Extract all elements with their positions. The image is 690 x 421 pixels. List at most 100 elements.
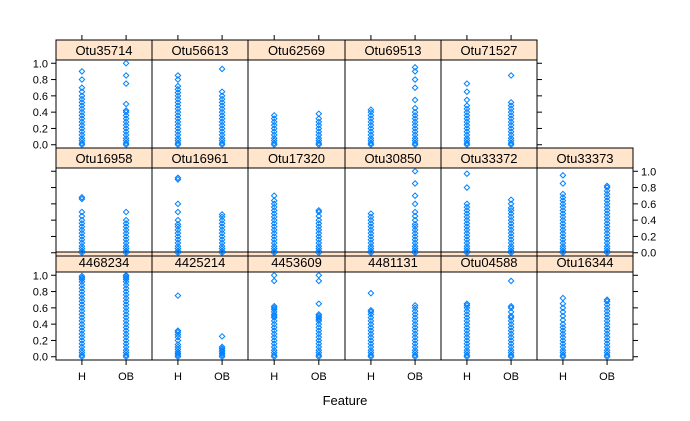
point-Otu16958-OB-7 [122,229,130,237]
point-Otu16344-H-12 [559,316,567,324]
point-Otu16958-H-3 [78,242,86,250]
point-4468234-OB-6 [122,337,130,344]
xtick-label-c2-H: H [174,371,182,383]
point-Otu16961-OB-7 [218,229,226,237]
point-4453609-OB-18 [315,277,323,285]
point-Otu16344-H-11 [559,320,567,328]
point-Otu69513-OB-7 [411,121,419,129]
point-Otu62569-H-9 [270,115,278,123]
point-4468234-OB-21 [122,288,130,295]
xtick-label-c1-OB: OB [118,371,134,383]
point-Otu56613-H-20 [174,76,182,83]
point-Otu62569-H-10 [270,112,278,119]
point-Otu35714-OB-8 [122,118,130,126]
strip-label-Otu35714: Otu35714 [75,43,132,58]
point-Otu16344-H-10 [559,324,567,331]
panel-4468234: 4468234 [55,251,153,361]
point-Otu62569-H-8 [270,118,278,126]
point-Otu56613-OB-9 [218,115,226,123]
point-Otu56613-OB-7 [218,121,226,129]
point-Otu56613-OB-4 [218,131,226,139]
point-4468234-OB-9 [122,327,130,335]
point-4481131-OB-12 [411,317,419,325]
point-4425214-H-6 [174,341,182,348]
point-Otu35714-H-14 [78,98,86,106]
point-4453609-H-10 [270,324,278,331]
point-Otu56613-H-14 [174,98,182,106]
point-Otu56613-H-3 [174,134,182,142]
point-Otu71527-H-11 [463,108,471,116]
point-Otu71527-H-3 [463,134,471,142]
point-4481131-OB-6 [411,337,419,344]
point-Otu71527-OB-11 [507,108,515,116]
point-Otu17320-H-9 [270,223,278,231]
point-Otu30850-OB-13 [411,208,419,216]
point-Otu71527-OB-10 [507,112,515,119]
point-Otu56613-H-9 [174,115,182,123]
point-4453609-OB-3 [315,346,323,354]
ytick-label-r3-5: 1.0 [33,270,48,282]
point-Otu16958-H-7 [78,229,86,237]
point-4468234-H-4 [78,343,86,351]
point-Otu17320-OB-9 [315,223,323,231]
panel-frame-Otu33372 [440,167,538,257]
point-4481131-OB-10 [411,324,419,331]
point-Otu69513-H-6 [367,125,375,132]
point-Otu35714-H-12 [78,105,86,113]
point-4453609-OB-16 [315,310,323,318]
point-4453609-OB-10 [315,324,323,331]
point-Otu16344-OB-9 [603,327,611,335]
point-4468234-OB-20 [122,291,130,299]
point-4468234-H-22 [78,284,86,292]
point-Otu71527-OB-6 [507,125,515,132]
point-Otu33372-OB-3 [507,242,515,250]
point-Otu69513-OB-9 [411,115,419,123]
point-Otu69513-OB-15 [411,76,419,83]
point-Otu33373-OB-3 [603,242,611,250]
point-Otu33373-OB-18 [603,193,611,201]
panel-frame-4481131 [344,271,442,361]
point-4481131-H-13 [367,314,375,322]
point-Otu71527-H-12 [463,105,471,113]
point-Otu16344-H-14 [559,308,567,316]
point-4468234-OB-15 [122,307,130,315]
point-Otu17320-OB-5 [315,236,323,244]
point-Otu35714-H-15 [78,95,86,103]
point-4468234-OB-22 [122,284,130,292]
point-Otu16344-H-5 [559,340,567,348]
point-Otu30850-H-6 [367,233,375,240]
point-Otu69513-OB-3 [411,134,419,142]
point-Otu30850-H-10 [367,220,375,227]
point-Otu04588-OB-14 [507,312,515,320]
point-Otu33373-OB-17 [603,197,611,204]
point-4468234-OB-12 [122,317,130,325]
point-Otu33372-H-10 [463,220,471,227]
point-Otu33372-H-18 [463,170,471,178]
point-4453609-H-4 [270,343,278,351]
point-Otu04588-OB-10 [507,324,515,331]
point-Otu04588-OB-15 [507,308,515,316]
panel-frame-4453609 [247,271,346,361]
point-Otu35714-H-13 [78,102,86,110]
point-Otu33373-H-20 [559,180,567,187]
point-Otu16961-OB-5 [218,236,226,244]
point-Otu04588-OB-7 [507,333,515,341]
point-Otu56613-H-4 [174,131,182,139]
point-Otu33373-OB-13 [603,210,611,218]
point-Otu04588-H-3 [463,346,471,354]
strip-label-4425214: 4425214 [175,255,226,270]
point-Otu62569-OB-6 [315,125,323,132]
point-Otu17320-H-13 [270,210,278,218]
point-4453609-OB-11 [315,320,323,328]
point-4481131-OB-7 [411,333,419,341]
point-4481131-OB-11 [411,320,419,328]
point-Otu16958-H-12 [78,212,86,220]
point-Otu35714-H-9 [78,115,86,123]
point-4481131-H-17 [367,289,375,297]
point-4481131-H-5 [367,340,375,348]
point-Otu62569-H-3 [270,134,278,142]
point-Otu04588-OB-9 [507,327,515,335]
panel-frame-Otu04588 [440,271,538,361]
point-Otu33373-H-14 [559,206,567,214]
point-Otu35714-OB-12 [122,107,130,114]
